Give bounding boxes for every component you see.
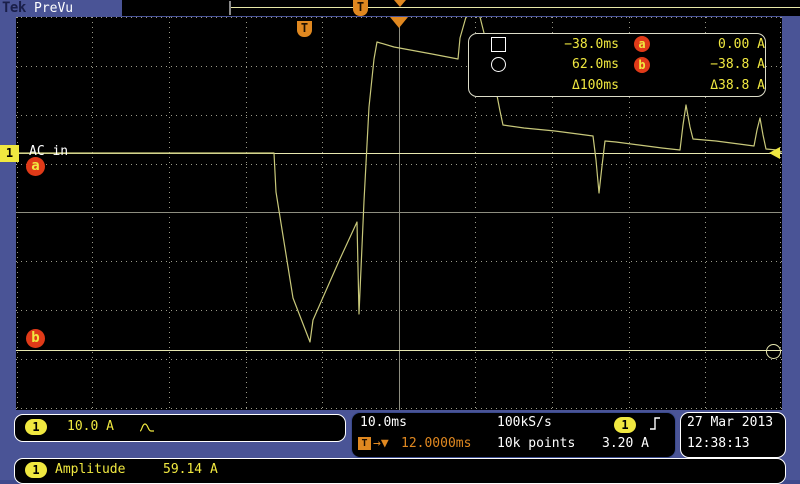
cursor-b-symbol — [469, 55, 527, 76]
delta-symbol — [469, 75, 527, 96]
overview-trigger-position-triangle[interactable] — [394, 0, 406, 7]
cursor-a-badge[interactable]: a — [26, 157, 45, 176]
measurement-name: Amplitude — [55, 462, 126, 477]
overview-left-marker — [229, 1, 231, 15]
datetime-panel: 27 Mar 2013 12:38:13 — [680, 412, 786, 458]
grid-vline — [475, 17, 476, 410]
record-length: 10k points — [497, 436, 576, 451]
sample-rate: 100kS/s — [497, 415, 552, 430]
grid-vline — [17, 17, 18, 410]
grid-vline — [92, 17, 93, 410]
trigger-position-arrows: →▼ — [373, 436, 389, 451]
current-time: 12:38:13 — [687, 436, 750, 451]
time-per-division: 10.0ms — [360, 415, 407, 430]
grid-vline — [169, 17, 170, 410]
grid-vline — [780, 17, 781, 410]
cursor-a-line[interactable] — [16, 153, 782, 154]
cursor-a-time: −38.0ms — [564, 36, 619, 52]
cursor-readout-box: −38.0ms a 0.00 A 62.0ms b −38.8 A Δ100ms… — [468, 33, 766, 97]
readout-row: 62.0ms b −38.8 A — [469, 55, 765, 76]
readout-row: −38.0ms a 0.00 A — [469, 34, 765, 55]
grid-vline — [246, 17, 247, 410]
cursor-a-symbol — [469, 34, 527, 55]
channel-1-level-arrow[interactable] — [769, 147, 780, 159]
delta-value: Δ38.8 A — [710, 78, 765, 94]
grid-vline — [552, 17, 553, 410]
cursor-b-value: −38.8 A — [710, 57, 765, 73]
grid-vline — [322, 17, 323, 410]
readout-row: Δ100ms Δ38.8 A — [469, 75, 765, 96]
channel-1-scale: 10.0 A — [67, 419, 114, 434]
cursor-b-time: 62.0ms — [572, 57, 619, 73]
channel-1-settings-panel[interactable]: 1 10.0 A — [14, 414, 346, 442]
overview-waveform-line — [231, 7, 800, 8]
trigger-level: 3.20 A — [602, 436, 649, 451]
cursor-b-badge[interactable]: b — [26, 329, 45, 348]
cursor-a-value: 0.00 A — [718, 36, 765, 52]
trigger-t-badge[interactable]: T — [297, 21, 312, 37]
cursor-b-label: b — [619, 55, 665, 76]
trigger-source-badge[interactable]: 1 — [614, 417, 636, 433]
channel-1-indicator[interactable]: 1 — [0, 145, 19, 162]
delta-time: Δ100ms — [572, 78, 619, 94]
trigger-position-marker[interactable] — [390, 17, 408, 28]
grid-vline — [629, 17, 630, 410]
channel-label: AC in — [29, 144, 69, 159]
trigger-position-value: 12.0000ms — [401, 436, 472, 451]
channel-1-badge[interactable]: 1 — [25, 419, 47, 435]
acquisition-mode-label: PreVu — [34, 1, 74, 16]
trigger-position-icon: T — [358, 437, 371, 450]
waveform-trace — [16, 17, 782, 343]
grid-vline — [705, 17, 706, 410]
cursor-a-label: a — [619, 34, 665, 55]
rising-edge-icon — [650, 417, 660, 430]
center-vertical-axis — [399, 17, 400, 410]
timebase-trigger-panel[interactable]: 10.0ms T →▼ 12.0000ms 100kS/s 10k points… — [351, 412, 676, 458]
record-overview-bar[interactable]: T — [122, 0, 800, 16]
measurement-channel-badge[interactable]: 1 — [25, 462, 47, 478]
cursor-b-circle-handle[interactable] — [766, 344, 781, 359]
current-date: 27 Mar 2013 — [687, 415, 774, 430]
delta-spacer — [619, 75, 665, 96]
measurement-value: 59.14 A — [163, 462, 218, 477]
top-bar: Tek PreVu T — [0, 0, 800, 17]
cursor-b-line[interactable] — [16, 350, 782, 351]
tek-logo: Tek — [2, 0, 26, 16]
ac-coupling-icon — [139, 423, 154, 432]
measurement-panel[interactable]: 1 Amplitude 59.14 A — [14, 458, 786, 484]
overview-trigger-t-marker[interactable]: T — [353, 0, 368, 16]
